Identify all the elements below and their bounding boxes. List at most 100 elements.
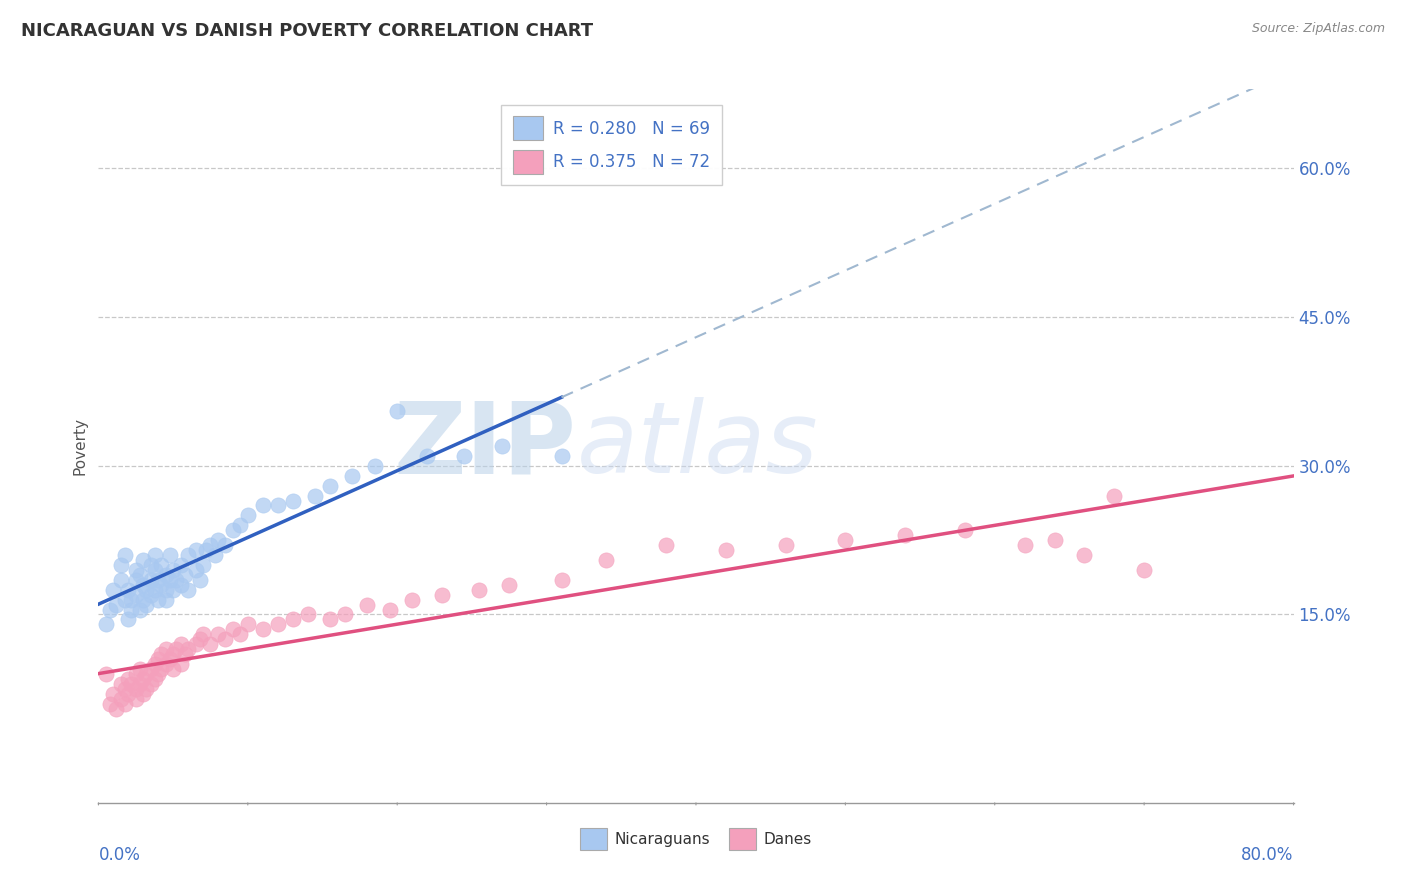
Point: [188, 632, 211, 647]
Point: [214, 632, 236, 647]
Point: [150, 578, 173, 592]
Point: [150, 558, 173, 572]
Point: [162, 662, 184, 676]
Point: [135, 681, 157, 696]
Point: [169, 657, 191, 671]
Point: [401, 592, 423, 607]
Point: [1014, 538, 1036, 552]
Point: [953, 523, 976, 537]
Point: [103, 687, 125, 701]
Point: [222, 523, 245, 537]
Legend: Nicaraguans, Danes: Nicaraguans, Danes: [574, 822, 818, 855]
Point: [222, 623, 245, 637]
Point: [139, 558, 162, 572]
Point: [98, 697, 122, 711]
Point: [229, 518, 252, 533]
Point: [491, 439, 513, 453]
Text: ZIP: ZIP: [394, 398, 576, 494]
Point: [714, 543, 737, 558]
Point: [143, 582, 166, 597]
Point: [430, 588, 453, 602]
Point: [155, 567, 177, 582]
Point: [177, 642, 200, 657]
Point: [132, 672, 155, 686]
Point: [143, 672, 166, 686]
Text: NICARAGUAN VS DANISH POVERTY CORRELATION CHART: NICARAGUAN VS DANISH POVERTY CORRELATION…: [21, 22, 593, 40]
Point: [114, 681, 136, 696]
Point: [120, 592, 142, 607]
Point: [125, 573, 148, 587]
Point: [655, 538, 678, 552]
Point: [110, 573, 132, 587]
Point: [110, 558, 132, 572]
Point: [252, 499, 274, 513]
Point: [297, 607, 319, 622]
Point: [342, 468, 364, 483]
Point: [207, 533, 229, 548]
Point: [191, 627, 214, 641]
Point: [200, 637, 222, 651]
Point: [135, 598, 157, 612]
Point: [159, 548, 181, 562]
Point: [143, 548, 166, 562]
Point: [129, 662, 152, 676]
Point: [114, 697, 136, 711]
Text: 80.0%: 80.0%: [1241, 846, 1294, 863]
Point: [333, 607, 356, 622]
Point: [117, 672, 139, 686]
Point: [155, 592, 177, 607]
Point: [117, 687, 139, 701]
Point: [159, 573, 181, 587]
Point: [139, 662, 162, 676]
Point: [385, 404, 409, 418]
Point: [129, 602, 152, 616]
Point: [155, 582, 177, 597]
Point: [184, 637, 207, 651]
Point: [1073, 548, 1095, 562]
Y-axis label: Poverty: Poverty: [72, 417, 87, 475]
Point: [150, 662, 173, 676]
Text: Source: ZipAtlas.com: Source: ZipAtlas.com: [1251, 22, 1385, 36]
Point: [236, 617, 259, 632]
Point: [125, 681, 148, 696]
Point: [1104, 489, 1126, 503]
Point: [125, 691, 148, 706]
Point: [267, 499, 290, 513]
Point: [94, 667, 117, 681]
Point: [150, 647, 173, 661]
Point: [125, 588, 148, 602]
Point: [105, 701, 128, 715]
Point: [319, 612, 342, 626]
Point: [498, 578, 520, 592]
Point: [155, 657, 177, 671]
Point: [165, 642, 187, 657]
Point: [200, 538, 222, 552]
Point: [132, 578, 155, 592]
Point: [120, 677, 142, 691]
Point: [169, 637, 191, 651]
Point: [148, 573, 170, 587]
Point: [132, 553, 155, 567]
Point: [207, 627, 229, 641]
Point: [98, 602, 122, 616]
Point: [117, 582, 139, 597]
Point: [139, 573, 162, 587]
Point: [595, 553, 617, 567]
Point: [281, 493, 304, 508]
Point: [416, 449, 439, 463]
Point: [214, 538, 236, 552]
Point: [143, 563, 166, 577]
Point: [120, 602, 142, 616]
Point: [159, 652, 181, 666]
Point: [169, 558, 191, 572]
Point: [105, 598, 128, 612]
Point: [139, 677, 162, 691]
Point: [894, 528, 917, 542]
Point: [148, 592, 170, 607]
Point: [162, 647, 184, 661]
Point: [155, 642, 177, 657]
Point: [468, 582, 491, 597]
Point: [252, 623, 274, 637]
Point: [378, 602, 401, 616]
Point: [195, 543, 218, 558]
